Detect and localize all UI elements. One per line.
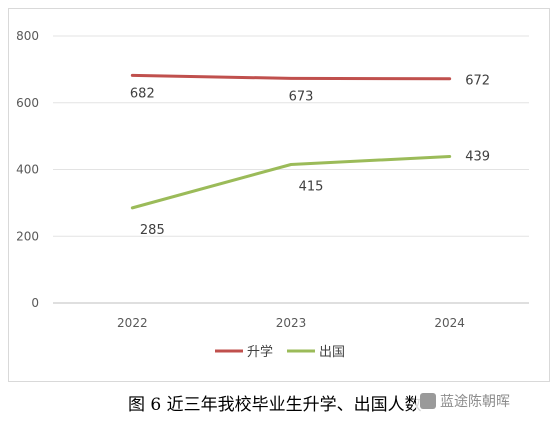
y-tick-label: 200 xyxy=(16,229,39,243)
wechat-icon xyxy=(420,393,436,409)
chart-frame: 0 200 400 600 800 2022 2023 2024 682 673 672 285 4… xyxy=(8,8,550,382)
x-tick-label: 2022 xyxy=(117,316,148,330)
legend-label: 出国 xyxy=(319,345,345,360)
caption-text: 图 6 近三年我校毕业生升学、出国人数 xyxy=(128,395,422,415)
data-label: 439 xyxy=(465,149,490,164)
y-tick-label: 0 xyxy=(31,296,39,310)
data-labels: 682 673 672 285 415 439 xyxy=(130,74,490,238)
data-label: 672 xyxy=(465,74,490,89)
series-line xyxy=(130,154,452,210)
gridlines xyxy=(53,35,529,304)
data-label: 673 xyxy=(289,89,314,104)
y-tick-label: 800 xyxy=(16,29,39,43)
series-line xyxy=(130,73,452,81)
x-tick-label: 2024 xyxy=(434,316,465,330)
x-tick-label: 2023 xyxy=(276,316,307,330)
line-chart: 0 200 400 600 800 2022 2023 2024 682 673 672 285 4… xyxy=(16,29,529,360)
legend: 升学 出国 xyxy=(215,344,345,360)
data-label: 415 xyxy=(299,179,324,194)
legend-label: 升学 xyxy=(247,344,273,360)
x-axis-ticks: 2022 2023 2024 xyxy=(117,316,465,330)
watermark: 蓝途陈朝晖 xyxy=(416,386,514,416)
y-axis-ticks: 0 200 400 600 800 xyxy=(16,29,39,310)
data-label: 285 xyxy=(140,223,165,238)
series-lines xyxy=(130,73,452,210)
watermark-text: 蓝途陈朝晖 xyxy=(440,394,510,410)
y-tick-label: 400 xyxy=(16,163,39,177)
data-label: 682 xyxy=(130,86,155,101)
figure-caption: 图 6 近三年我校毕业生升学、出国人数 蓝途陈朝晖 xyxy=(0,386,560,416)
y-tick-label: 600 xyxy=(16,96,39,110)
